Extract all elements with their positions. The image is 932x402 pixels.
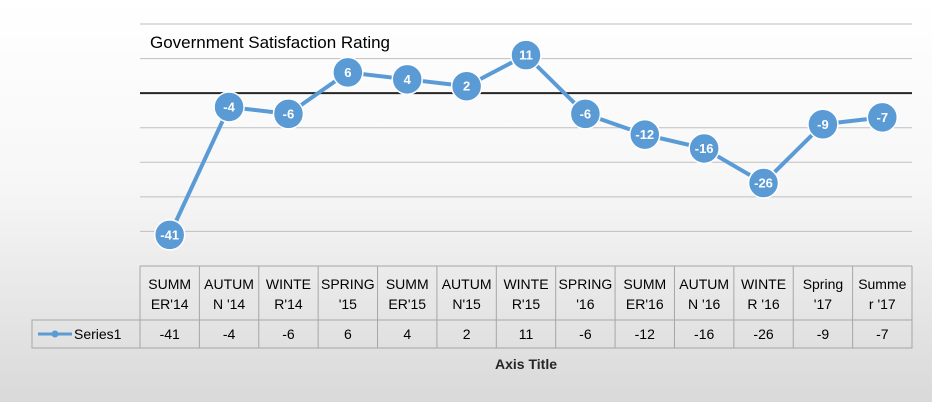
data-label: 11 — [519, 48, 533, 63]
data-point-marker — [272, 98, 305, 130]
data-point: -12 — [629, 118, 661, 151]
data-point: -4 — [213, 91, 245, 123]
category-label: N'15 — [452, 296, 481, 312]
data-table-value: -9 — [817, 326, 830, 342]
data-point: -6 — [569, 98, 602, 130]
category-label: ER'15 — [388, 296, 426, 312]
data-point: -9 — [807, 108, 839, 141]
category-label: R'15 — [512, 296, 541, 312]
x-axis-title: Axis Title — [495, 356, 557, 372]
data-point-marker — [629, 118, 661, 151]
data-label: -26 — [754, 176, 773, 191]
category-label: SPRING — [321, 276, 375, 292]
data-point-marker — [450, 70, 483, 102]
data-label: -9 — [817, 117, 829, 132]
data-label: -41 — [160, 227, 179, 242]
category-label: AUTUM — [442, 276, 492, 292]
data-point: -26 — [747, 167, 780, 199]
data-point-marker — [510, 39, 542, 71]
category-label: N '16 — [688, 296, 720, 312]
category-label: ER'16 — [626, 296, 664, 312]
category-label: AUTUM — [204, 276, 254, 292]
category-label: SPRING — [559, 276, 613, 292]
legend-label: Series1 — [74, 326, 122, 342]
data-point: 4 — [391, 63, 423, 96]
data-point: 11 — [510, 39, 542, 71]
data-point-marker — [569, 98, 602, 130]
data-table: SUMM ER'14 -41 AUTUM N '14 -4 WINTE R'14 -6 SPRIN… — [31, 265, 913, 349]
data-label: -12 — [635, 127, 654, 142]
data-table-value: -12 — [635, 326, 655, 342]
data-table-value: 6 — [344, 326, 352, 342]
category-label: '17 — [814, 296, 832, 312]
data-table-value: 4 — [403, 326, 411, 342]
data-point: -41 — [153, 219, 186, 251]
data-table-value: -7 — [876, 326, 889, 342]
category-label: R'14 — [274, 296, 303, 312]
data-label: 2 — [463, 79, 470, 94]
category-label: Spring — [803, 276, 843, 292]
data-point-marker — [391, 63, 423, 96]
category-label: SUMM — [148, 276, 191, 292]
data-point: -16 — [688, 132, 720, 165]
chart-title: Government Satisfaction Rating — [150, 33, 390, 52]
data-label: 6 — [344, 65, 351, 80]
data-table-value: -16 — [694, 326, 714, 342]
data-point: -7 — [866, 101, 899, 134]
data-point-marker — [153, 219, 186, 251]
data-point-marker — [332, 56, 364, 89]
category-label: '16 — [576, 296, 594, 312]
category-label: '15 — [339, 296, 357, 312]
category-label: WINTE — [741, 276, 786, 292]
category-label: AUTUM — [679, 276, 729, 292]
category-label: r '17 — [869, 296, 896, 312]
category-label: N '14 — [213, 296, 245, 312]
legend-marker — [51, 330, 59, 338]
data-label: -6 — [580, 106, 592, 121]
data-point-marker — [807, 108, 839, 141]
data-point-marker — [747, 167, 780, 199]
data-label: 4 — [404, 72, 412, 87]
data-label: -7 — [877, 110, 889, 125]
category-label: ER'14 — [151, 296, 189, 312]
data-table-value: -41 — [160, 326, 180, 342]
data-points: -41 -4 -6 6 4 2 11 -6 -12 -16 -26 -9 -7 — [153, 39, 899, 251]
data-table-value: -26 — [753, 326, 773, 342]
data-point: -6 — [272, 98, 305, 130]
data-point: 2 — [450, 70, 483, 102]
category-label: WINTE — [266, 276, 311, 292]
data-table-value: 11 — [519, 326, 534, 342]
data-label: -16 — [695, 141, 714, 156]
category-label: SUMM — [386, 276, 429, 292]
category-label: R '16 — [747, 296, 779, 312]
series-line-layer — [167, 53, 885, 237]
data-table-value: -6 — [579, 326, 592, 342]
category-label: WINTE — [503, 276, 548, 292]
data-label: -6 — [283, 106, 295, 121]
data-point: 6 — [332, 56, 364, 89]
data-label: -4 — [223, 99, 235, 114]
category-label: SUMM — [623, 276, 666, 292]
data-point-marker — [213, 91, 245, 123]
data-table-value: -6 — [282, 326, 295, 342]
legend: Series1 — [38, 326, 122, 342]
data-point-marker — [688, 132, 720, 165]
data-table-value: 2 — [463, 326, 471, 342]
category-label: Summe — [858, 276, 906, 292]
data-table-value: -4 — [223, 326, 236, 342]
data-point-marker — [866, 101, 899, 134]
series-line — [167, 53, 885, 237]
